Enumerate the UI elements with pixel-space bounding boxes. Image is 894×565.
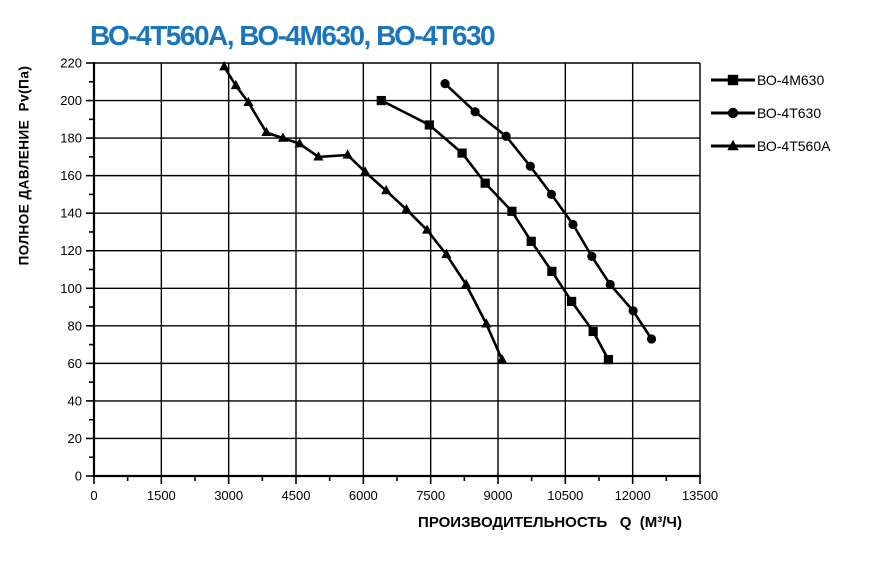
data-point-triangle — [243, 96, 254, 107]
data-point-square — [727, 74, 739, 86]
legend-marker-square-icon — [711, 74, 755, 86]
data-point-triangle — [342, 149, 353, 159]
y-tick-label: 40 — [68, 393, 82, 408]
data-point-square — [526, 236, 536, 246]
x-tick-label: 13500 — [682, 488, 718, 503]
y-tick-label: 100 — [60, 281, 82, 296]
y-tick-label: 120 — [60, 243, 82, 258]
data-point-circle — [646, 334, 657, 344]
x-tick-label: 6000 — [349, 488, 378, 503]
series-2-line — [223, 66, 504, 361]
legend-label: ВО-4Т560А — [757, 138, 831, 154]
x-tick-label: 0 — [90, 488, 97, 503]
y-tick-label: 160 — [60, 168, 82, 183]
data-point-triangle — [481, 318, 492, 328]
data-point-square — [603, 355, 614, 365]
data-point-triangle — [441, 248, 452, 259]
data-point-circle — [628, 306, 638, 316]
legend-item-vo-4t630: ВО-4Т630 — [710, 105, 830, 121]
x-tick-label: 4500 — [282, 488, 311, 503]
x-tick-label: 1500 — [147, 488, 176, 503]
legend-marker-triangle-icon — [711, 139, 755, 151]
legend: ВО-4М630 ВО-4Т630 ВО-4Т560А — [710, 72, 830, 154]
series-0-line — [380, 99, 610, 361]
legend-marker-circle-icon — [711, 107, 755, 119]
data-point-triangle — [496, 354, 508, 364]
data-point-circle — [525, 161, 535, 171]
y-tick-label: 180 — [60, 131, 82, 146]
data-point-square — [567, 296, 577, 307]
x-axis-label: ПРОИЗВОДИТЕЛЬНОСТЬ Q (М³/Ч) — [418, 514, 682, 531]
data-point-square — [376, 95, 386, 106]
data-point-square — [507, 206, 517, 216]
data-point-triangle — [294, 138, 305, 148]
legend-label: ВО-4М630 — [757, 72, 825, 88]
data-point-circle — [727, 107, 739, 119]
data-point-circle — [501, 131, 511, 141]
y-tick-label: 140 — [60, 206, 82, 221]
data-point-circle — [546, 189, 557, 200]
data-point-triangle — [219, 61, 230, 71]
legend-label: ВО-4Т630 — [757, 105, 822, 121]
data-point-triangle — [360, 166, 371, 176]
y-tick-label: 60 — [68, 356, 82, 371]
x-tick-label: 7500 — [416, 488, 445, 503]
data-point-square — [588, 326, 598, 337]
data-point-triangle — [313, 151, 324, 161]
series-1-line — [444, 82, 653, 340]
data-point-triangle — [727, 139, 739, 151]
y-tick-label: 220 — [60, 56, 82, 71]
chart-title: ВО-4Т560А, ВО-4М630, ВО-4Т630 — [90, 20, 496, 51]
y-tick-label: 0 — [75, 469, 82, 484]
data-point-triangle — [401, 203, 412, 214]
data-point-triangle — [277, 132, 289, 142]
x-tick-label: 9000 — [484, 488, 513, 503]
data-point-triangle — [381, 185, 392, 195]
data-point-triangle — [421, 224, 433, 234]
data-point-square — [424, 120, 434, 130]
legend-item-vo-4t560a: ВО-4Т560А — [710, 138, 830, 154]
legend-item-vo-4m630: ВО-4М630 — [710, 72, 830, 88]
data-point-triangle — [230, 79, 241, 90]
x-tick-label: 3000 — [214, 488, 243, 503]
y-tick-label: 20 — [68, 431, 82, 446]
data-point-triangle — [261, 126, 272, 137]
y-tick-label: 200 — [60, 93, 82, 108]
data-point-triangle — [461, 278, 472, 289]
data-point-square — [547, 266, 557, 276]
data-point-circle — [587, 251, 597, 261]
data-point-circle — [568, 219, 578, 230]
x-tick-label: 12000 — [615, 488, 651, 503]
x-tick-label: 10500 — [547, 488, 583, 503]
data-point-circle — [605, 279, 615, 290]
data-point-square — [480, 178, 490, 188]
data-point-circle — [440, 79, 450, 89]
data-point-square — [457, 148, 467, 158]
y-tick-label: 80 — [68, 318, 82, 333]
data-point-circle — [470, 107, 480, 117]
